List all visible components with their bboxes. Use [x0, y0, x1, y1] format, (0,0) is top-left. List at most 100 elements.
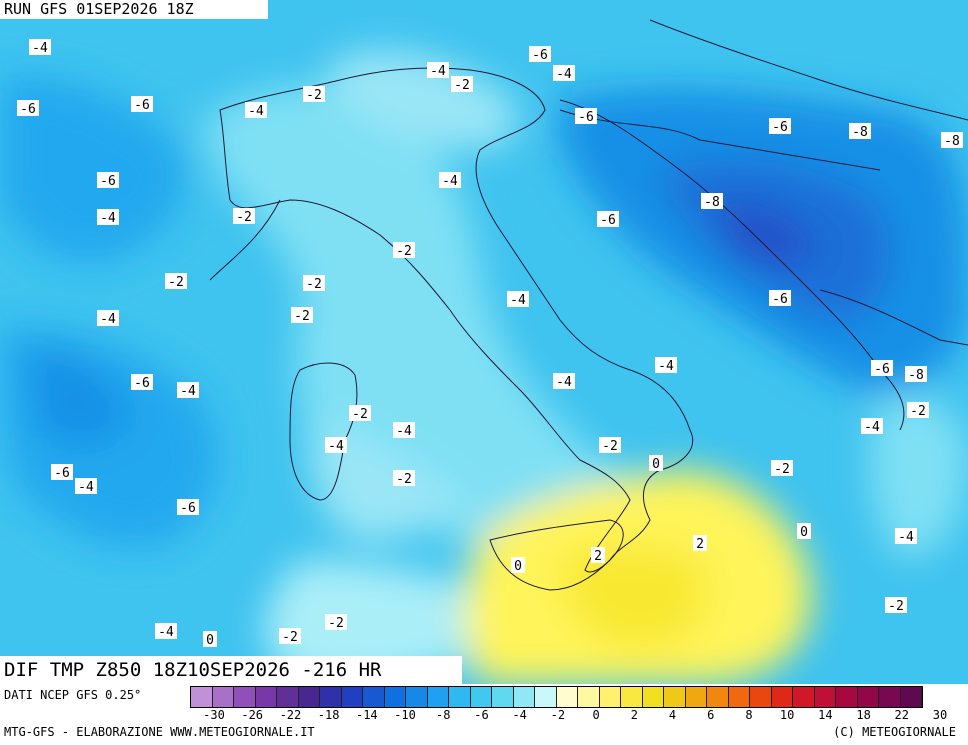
isotherm-label: -4 — [75, 478, 97, 495]
isotherm-label: -6 — [529, 46, 551, 63]
isotherm-label: -4 — [861, 418, 883, 435]
isotherm-label: 0 — [649, 455, 663, 472]
isotherm-label: -4 — [97, 209, 119, 226]
colorbar-swatch — [900, 687, 922, 707]
svg-text:-8: -8 — [852, 125, 868, 140]
isotherm-label: -2 — [907, 402, 929, 419]
colorbar-tick-label: 18 — [856, 708, 871, 722]
isotherm-label: -2 — [349, 405, 371, 422]
svg-text:-2: -2 — [306, 277, 322, 292]
svg-text:-6: -6 — [134, 376, 150, 391]
svg-text:-4: -4 — [442, 174, 458, 189]
isotherm-label: -4 — [97, 310, 119, 327]
svg-text:-6: -6 — [772, 292, 788, 307]
isotherm-labels: -4 -6 -4 -4 -2 -2 -6 -6 -4 -6 -6 -8 -8 -6 -4 -8 -4 -2 -6 -2… — [17, 39, 963, 648]
isotherm-label: -4 — [427, 62, 449, 79]
colorbar-swatch — [750, 687, 772, 707]
svg-text:0: 0 — [206, 633, 214, 648]
svg-text:-4: -4 — [658, 359, 674, 374]
isotherm-label: -2 — [393, 470, 415, 487]
svg-text:-2: -2 — [328, 616, 344, 631]
svg-text:-6: -6 — [100, 174, 116, 189]
isotherm-label: -4 — [177, 382, 199, 399]
isotherm-label: -6 — [131, 374, 153, 391]
isotherm-label: -6 — [769, 118, 791, 135]
colorbar-swatch — [836, 687, 858, 707]
colorbar-tick-label: -2 — [550, 708, 566, 722]
svg-text:-2: -2 — [396, 244, 412, 259]
isotherm-label: 2 — [693, 535, 707, 552]
svg-text:-4: -4 — [32, 41, 48, 56]
svg-text:-4: -4 — [328, 439, 344, 454]
temperature-anomaly-map: -4 -6 -4 -4 -2 -2 -6 -6 -4 -6 -6 -8 -8 -6 -4 -8 -4 -2 -6 -2… — [0, 0, 968, 684]
colorbar-swatch — [793, 687, 815, 707]
colorbar-swatch — [406, 687, 428, 707]
svg-text:0: 0 — [800, 525, 808, 540]
isotherm-label: -2 — [291, 307, 313, 324]
isotherm-label: -6 — [177, 499, 199, 516]
colorbar-swatch — [599, 687, 621, 707]
isotherm-label: -6 — [769, 290, 791, 307]
colorbar-swatch — [556, 687, 578, 707]
colorbar-swatch — [535, 687, 557, 707]
svg-text:-2: -2 — [282, 630, 298, 645]
colorbar-tick-label: -26 — [241, 708, 264, 722]
colorbar-swatch — [298, 687, 320, 707]
isotherm-label: -4 — [895, 528, 917, 545]
colorbar-tick-label: -4 — [512, 708, 527, 722]
colorbar-swatch — [427, 687, 449, 707]
colorbar-swatch — [212, 687, 234, 707]
colorbar-swatch — [492, 687, 514, 707]
isotherm-label: -8 — [905, 366, 927, 383]
isotherm-label: 0 — [511, 557, 525, 574]
colorbar-tick-label: 8 — [745, 708, 753, 722]
colorbar-swatch — [857, 687, 879, 707]
svg-text:-2: -2 — [602, 439, 618, 454]
isotherm-label: -6 — [51, 464, 73, 481]
isotherm-label: -2 — [393, 242, 415, 259]
colorbar-swatch — [363, 687, 385, 707]
isotherm-label: -8 — [701, 193, 723, 210]
svg-text:-8: -8 — [944, 134, 960, 149]
colorbar-tick-label: -14 — [355, 708, 378, 722]
colorbar-tick-label: 4 — [668, 708, 677, 722]
colorbar-tick-label: 30 — [932, 708, 948, 722]
colorbar-swatch — [384, 687, 406, 707]
colorbar-swatch — [277, 687, 299, 707]
svg-text:-2: -2 — [396, 472, 412, 487]
isotherm-label: 0 — [797, 523, 811, 540]
isotherm-label: -2 — [165, 273, 187, 290]
svg-text:-2: -2 — [910, 404, 926, 419]
isotherm-label: -6 — [871, 360, 893, 377]
svg-text:-6: -6 — [134, 98, 150, 113]
colorbar-swatch — [814, 687, 836, 707]
source-label: DATI NCEP GFS 0.25° — [4, 688, 142, 702]
isotherm-label: -4 — [439, 172, 461, 189]
svg-text:-2: -2 — [774, 462, 790, 477]
colorbar-tick-label: -10 — [394, 708, 416, 722]
isotherm-label: -6 — [17, 100, 39, 117]
svg-text:-2: -2 — [352, 407, 368, 422]
isotherm-label: -2 — [233, 208, 255, 225]
colorbar-swatch — [191, 687, 213, 707]
svg-text:-2: -2 — [454, 78, 470, 93]
svg-text:-4: -4 — [180, 384, 196, 399]
isotherm-label: -2 — [279, 628, 301, 645]
svg-text:0: 0 — [652, 457, 660, 472]
svg-text:-8: -8 — [704, 195, 720, 210]
colorbar-swatch — [341, 687, 363, 707]
svg-text:-4: -4 — [396, 424, 412, 439]
colorbar-swatch — [449, 687, 471, 707]
svg-text:-2: -2 — [168, 275, 184, 290]
svg-text:-2: -2 — [306, 88, 322, 103]
svg-text:-6: -6 — [54, 466, 70, 481]
isotherm-label: -2 — [325, 614, 347, 631]
colorbar-swatch — [707, 687, 729, 707]
colorbar-swatch — [642, 687, 664, 707]
colorbar-ticks: -30 -26 -22 -18 -14 -10 -8 -6 -4 -2 0 2 4 6 8 10 14 18 22 3… — [190, 708, 964, 722]
coastlines — [209, 19, 968, 591]
colorbar-tick-label: -22 — [279, 708, 302, 722]
colorbar-swatch — [685, 687, 707, 707]
colorbar-tick-label: -18 — [317, 708, 340, 722]
colorbar-tick-label: -8 — [436, 708, 451, 722]
